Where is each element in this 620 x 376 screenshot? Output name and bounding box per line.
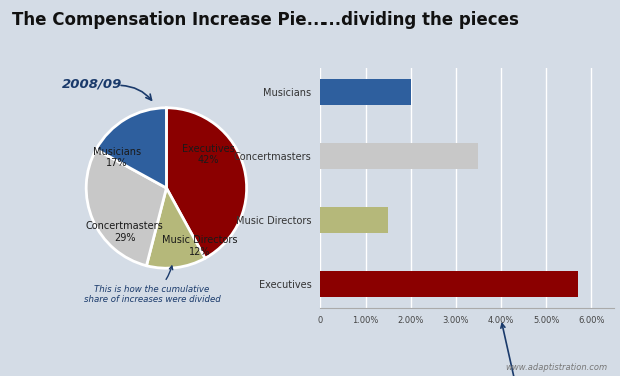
Text: Music Directors
12%: Music Directors 12% bbox=[162, 235, 238, 256]
Text: Concertmasters
29%: Concertmasters 29% bbox=[86, 221, 164, 243]
Text: www.adaptistration.com: www.adaptistration.com bbox=[505, 363, 608, 372]
Bar bbox=[321, 206, 388, 233]
Text: Average increases: Average increases bbox=[465, 324, 572, 376]
Text: 2008/09: 2008/09 bbox=[62, 77, 123, 90]
Wedge shape bbox=[166, 108, 247, 258]
Text: ...dividing the pieces: ...dividing the pieces bbox=[322, 11, 520, 29]
Bar bbox=[321, 270, 578, 297]
Text: This is how the cumulative
share of increases were divided: This is how the cumulative share of incr… bbox=[84, 266, 220, 304]
Bar bbox=[321, 79, 410, 106]
Bar bbox=[321, 143, 479, 170]
Wedge shape bbox=[146, 188, 205, 268]
Wedge shape bbox=[86, 149, 166, 266]
Text: Musicians
17%: Musicians 17% bbox=[92, 147, 141, 168]
Text: The Compensation Increase Pie...: The Compensation Increase Pie... bbox=[12, 11, 326, 29]
Text: Executives
42%: Executives 42% bbox=[182, 144, 234, 165]
Wedge shape bbox=[96, 108, 166, 188]
